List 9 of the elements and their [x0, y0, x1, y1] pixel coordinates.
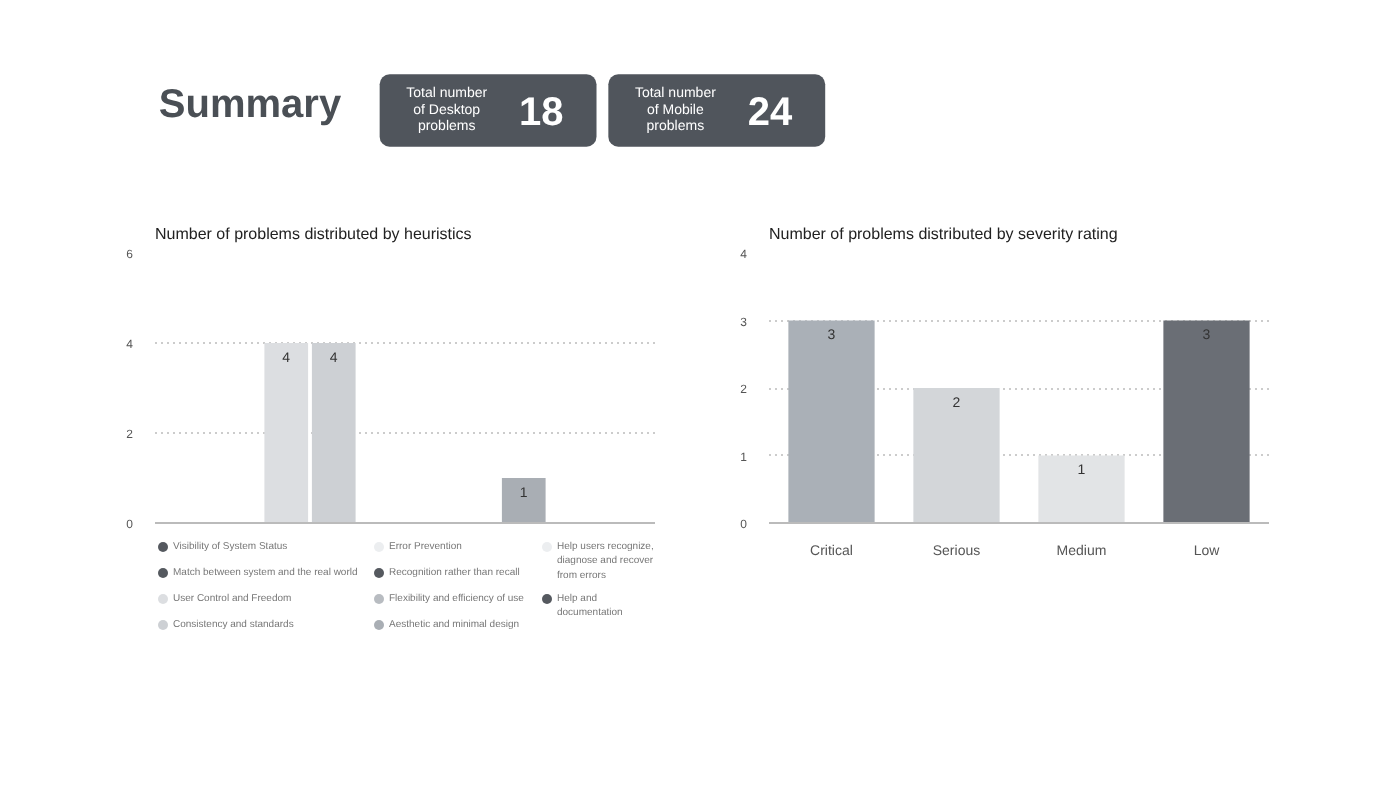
- bar: [913, 388, 1000, 523]
- chart-title: Number of problems distributed by severity rating: [769, 225, 1118, 243]
- data-label: 24: [747, 90, 794, 135]
- bar: [788, 320, 875, 523]
- text: Summary: [158, 83, 343, 128]
- bar: [1163, 320, 1250, 523]
- chart-title: Number of problems distributed by heuristics: [155, 225, 472, 243]
- data-label: 18: [519, 90, 564, 135]
- bar: [1038, 455, 1125, 523]
